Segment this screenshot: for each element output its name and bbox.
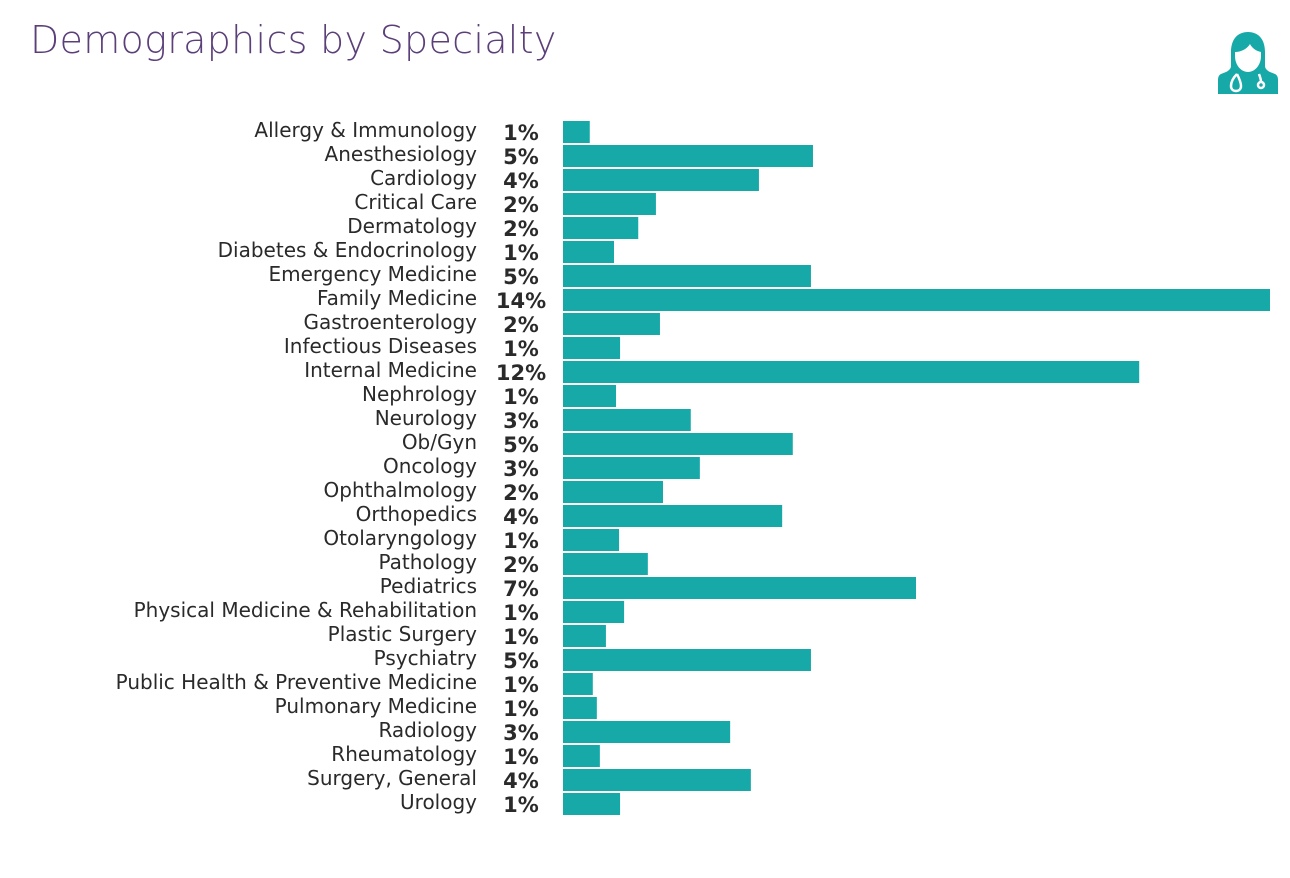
- bar: [563, 289, 1270, 311]
- data-label: 1%: [503, 673, 539, 697]
- category-label: Cardiology: [370, 166, 477, 190]
- bar: [563, 121, 590, 143]
- category-label: Gastroenterology: [303, 310, 477, 334]
- bar: [563, 409, 691, 431]
- data-label: 1%: [503, 385, 539, 409]
- data-label: 2%: [503, 313, 539, 337]
- data-label: 2%: [503, 553, 539, 577]
- bar: [563, 673, 593, 695]
- data-label: 5%: [503, 649, 539, 673]
- bar: [563, 745, 600, 767]
- data-label: 3%: [503, 721, 539, 745]
- category-label: Physical Medicine & Rehabilitation: [134, 598, 477, 622]
- chart-title: Demographics by Specialty: [30, 18, 557, 62]
- bar: [563, 649, 811, 671]
- bar: [563, 433, 793, 455]
- category-label: Public Health & Preventive Medicine: [116, 670, 477, 694]
- category-label: Critical Care: [354, 190, 477, 214]
- data-label: 14%: [496, 289, 546, 313]
- category-label: Orthopedics: [356, 502, 477, 526]
- data-label: 4%: [503, 169, 539, 193]
- bar: [563, 337, 621, 359]
- data-label: 4%: [503, 769, 539, 793]
- bar: [563, 265, 811, 287]
- female-doctor-icon: [1218, 32, 1278, 94]
- bar: [563, 457, 700, 479]
- data-label: 3%: [503, 409, 539, 433]
- category-label: Plastic Surgery: [328, 622, 478, 646]
- data-label: 1%: [503, 241, 539, 265]
- data-label: 2%: [503, 481, 539, 505]
- category-label: Pediatrics: [380, 574, 477, 598]
- category-label: Pulmonary Medicine: [275, 694, 477, 718]
- data-label: 3%: [503, 457, 539, 481]
- bar: [563, 481, 663, 503]
- data-label: 1%: [503, 793, 539, 817]
- bar: [563, 793, 621, 815]
- category-label: Family Medicine: [317, 286, 477, 310]
- category-label: Radiology: [378, 718, 477, 742]
- data-label: 1%: [503, 601, 539, 625]
- bar: [563, 553, 648, 575]
- category-label: Dermatology: [347, 214, 477, 238]
- category-label: Urology: [400, 790, 477, 814]
- data-label: 1%: [503, 337, 539, 361]
- category-label: Ophthalmology: [324, 478, 478, 502]
- data-label: 5%: [503, 145, 539, 169]
- category-label: Nephrology: [362, 382, 477, 406]
- bar: [563, 529, 620, 551]
- category-label: Anesthesiology: [325, 142, 478, 166]
- data-label: 2%: [503, 193, 539, 217]
- bar: [563, 769, 751, 791]
- data-label: 1%: [503, 697, 539, 721]
- data-label: 7%: [503, 577, 539, 601]
- bar: [563, 169, 759, 191]
- bar: [563, 385, 617, 407]
- bar: [563, 577, 916, 599]
- category-label: Ob/Gyn: [402, 430, 477, 454]
- category-label: Diabetes & Endocrinology: [218, 238, 478, 262]
- bar: [563, 601, 625, 623]
- data-label: 12%: [496, 361, 546, 385]
- bar: [563, 193, 656, 215]
- category-label: Oncology: [383, 454, 477, 478]
- category-label: Infectious Diseases: [284, 334, 477, 358]
- bar: [563, 505, 783, 527]
- category-label: Rheumatology: [331, 742, 477, 766]
- data-label: 4%: [503, 505, 539, 529]
- category-label: Surgery, General: [307, 766, 477, 790]
- category-label: Psychiatry: [374, 646, 478, 670]
- data-label: 1%: [503, 745, 539, 769]
- category-label: Emergency Medicine: [268, 262, 477, 286]
- category-label: Internal Medicine: [304, 358, 477, 382]
- bar: [563, 241, 615, 263]
- category-label: Otolaryngology: [323, 526, 477, 550]
- data-label: 1%: [503, 121, 539, 145]
- category-label: Allergy & Immunology: [254, 118, 477, 142]
- bar: [563, 697, 597, 719]
- data-label: 5%: [503, 433, 539, 457]
- data-label: 1%: [503, 625, 539, 649]
- category-label: Neurology: [375, 406, 477, 430]
- bar: [563, 625, 606, 647]
- bar: [563, 145, 813, 167]
- data-label: 1%: [503, 529, 539, 553]
- data-label: 5%: [503, 265, 539, 289]
- bar: [563, 361, 1140, 383]
- bar: [563, 217, 639, 239]
- category-label: Pathology: [379, 550, 478, 574]
- bar: [563, 721, 731, 743]
- data-label: 2%: [503, 217, 539, 241]
- bar: [563, 313, 660, 335]
